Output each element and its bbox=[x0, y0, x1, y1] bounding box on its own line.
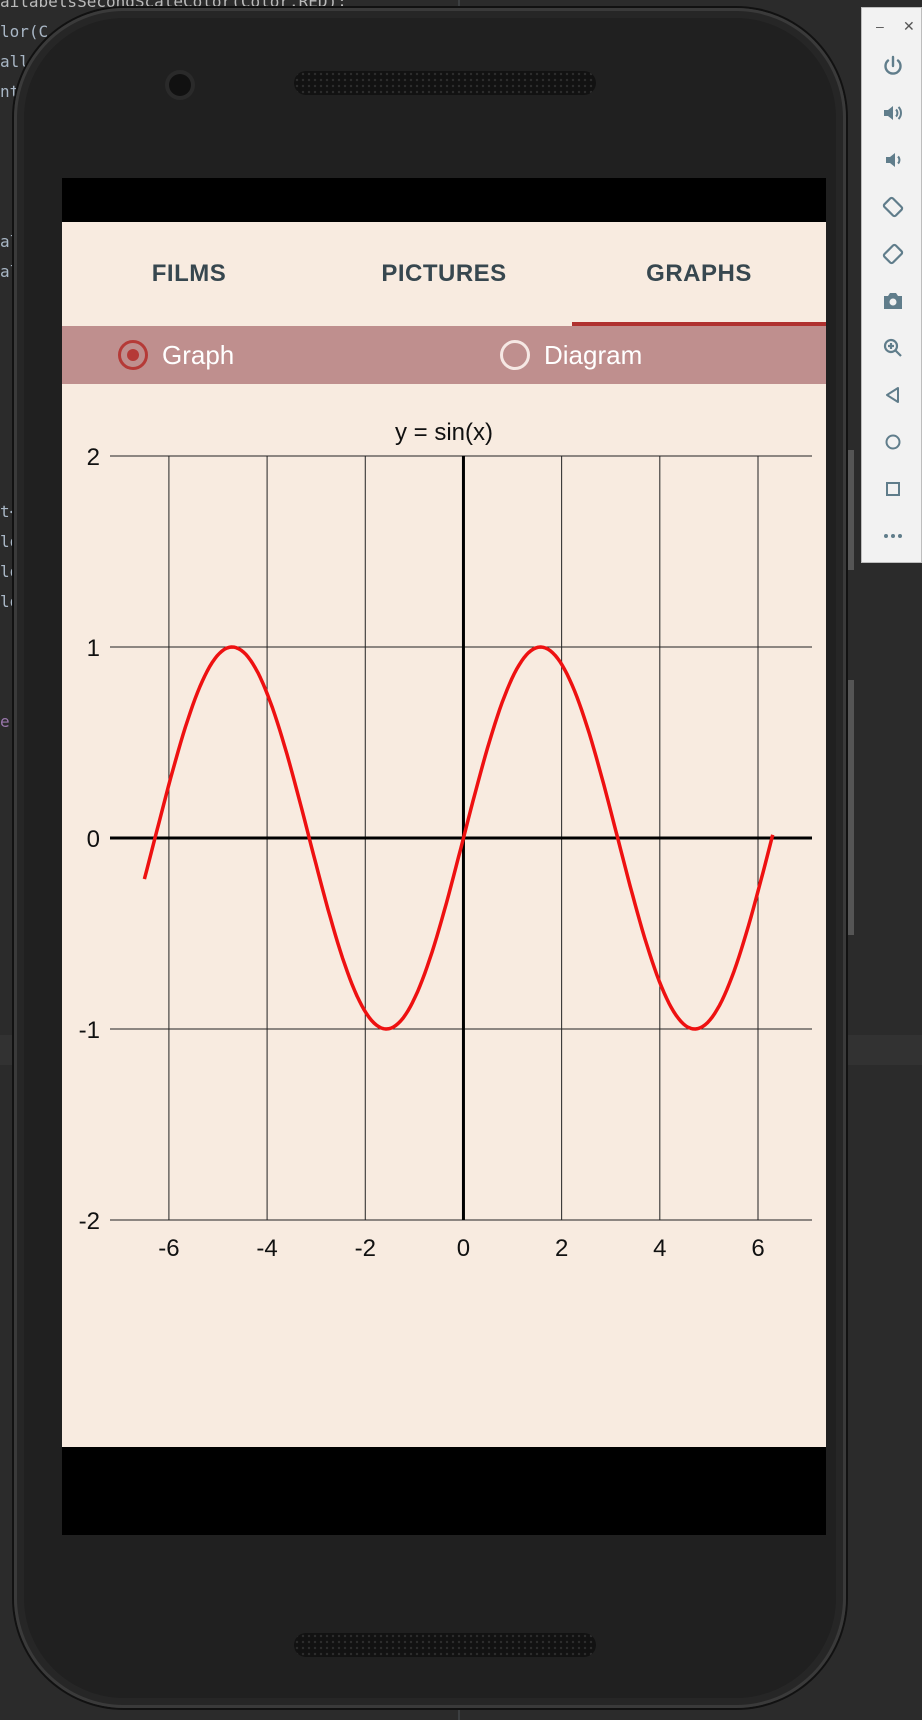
code-line: lor(C bbox=[0, 22, 49, 41]
zoom-icon bbox=[883, 338, 902, 357]
chart-title: y = sin(x) bbox=[395, 419, 493, 446]
phone-screen: FILMS PICTURES GRAPHS Graph Diagram -6 -4… bbox=[62, 178, 826, 1535]
close-button[interactable]: ✕ bbox=[903, 18, 915, 34]
volume-down-icon bbox=[885, 153, 900, 167]
y-tick-label: -1 bbox=[79, 1017, 100, 1044]
x-tick-label: 4 bbox=[653, 1235, 666, 1262]
volume-down-button[interactable] bbox=[862, 140, 922, 180]
radio-diagram-label: Diagram bbox=[544, 339, 643, 370]
home-button[interactable] bbox=[862, 422, 922, 462]
tab-pictures[interactable]: PICTURES bbox=[381, 260, 507, 287]
volume-up-button[interactable] bbox=[862, 93, 922, 133]
rotate-right-icon bbox=[882, 243, 903, 265]
power-button[interactable] bbox=[862, 46, 922, 86]
rotate-left-button[interactable] bbox=[862, 187, 922, 227]
volume-up-icon bbox=[883, 106, 902, 120]
front-camera bbox=[169, 74, 191, 96]
y-tick-label: 0 bbox=[87, 826, 100, 853]
camera-icon bbox=[883, 293, 902, 309]
x-tick-label: 0 bbox=[457, 1235, 470, 1262]
back-icon bbox=[885, 387, 899, 403]
minimize-button[interactable]: – bbox=[876, 18, 884, 34]
rotate-left-icon bbox=[882, 196, 903, 218]
more-icon bbox=[883, 534, 902, 538]
bottom-speaker bbox=[294, 1633, 596, 1657]
phone-frame: FILMS PICTURES GRAPHS Graph Diagram -6 -4… bbox=[14, 8, 846, 1708]
tab-films[interactable]: FILMS bbox=[151, 260, 227, 287]
more-button[interactable] bbox=[862, 516, 922, 556]
top-speaker bbox=[294, 71, 596, 95]
x-tick-label: -4 bbox=[256, 1235, 277, 1262]
overview-icon bbox=[885, 482, 900, 496]
radio-checked-icon bbox=[118, 340, 148, 370]
y-tick-label: 1 bbox=[87, 635, 100, 662]
y-tick-label: 2 bbox=[87, 444, 100, 471]
home-icon bbox=[885, 434, 900, 450]
radio-diagram[interactable]: Diagram bbox=[500, 326, 642, 384]
x-tick-label: 2 bbox=[555, 1235, 568, 1262]
scrollbar-thumb[interactable] bbox=[848, 680, 854, 935]
overview-button[interactable] bbox=[862, 469, 922, 509]
sine-series-line bbox=[142, 645, 775, 1031]
chart-type-selector: Graph Diagram bbox=[62, 326, 826, 384]
back-button[interactable] bbox=[862, 375, 922, 415]
x-tick-label: -2 bbox=[355, 1235, 376, 1262]
radio-unchecked-icon bbox=[500, 340, 530, 370]
zoom-button[interactable] bbox=[862, 328, 922, 368]
rotate-right-button[interactable] bbox=[862, 234, 922, 274]
tab-graphs[interactable]: GRAPHS bbox=[572, 222, 826, 326]
radio-graph[interactable]: Graph bbox=[118, 326, 234, 384]
power-icon bbox=[883, 55, 902, 75]
sine-chart: -6 -4 -2 0 2 4 6 -2 -1 0 1 2 y = sin(x) bbox=[79, 419, 812, 1262]
emulator-toolbar: – ✕ bbox=[861, 7, 922, 563]
x-tick-label: 6 bbox=[751, 1235, 764, 1262]
code-line: all bbox=[0, 52, 29, 71]
code-line: nt bbox=[0, 82, 20, 101]
y-tick-label: -2 bbox=[79, 1208, 100, 1235]
tab-bar: FILMS PICTURES GRAPHS bbox=[62, 222, 826, 326]
scrollbar-thumb[interactable] bbox=[848, 450, 854, 570]
code-line: ailabelsSecondScaleColor(Color.RED); bbox=[0, 0, 347, 11]
x-tick-label: -6 bbox=[158, 1235, 179, 1262]
radio-graph-label: Graph bbox=[162, 339, 235, 370]
app-content: FILMS PICTURES GRAPHS Graph Diagram -6 -4… bbox=[62, 222, 826, 1447]
screenshot-button[interactable] bbox=[862, 281, 922, 321]
